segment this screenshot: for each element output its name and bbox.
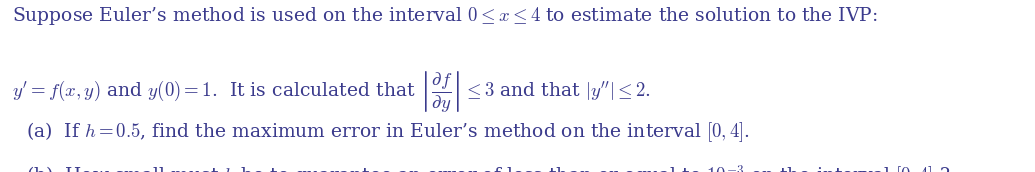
- Text: (a)  If $h = 0.5$, find the maximum error in Euler’s method on the interval $[0,: (a) If $h = 0.5$, find the maximum error…: [26, 120, 750, 144]
- Text: Suppose Euler’s method is used on the interval $0 \leq x \leq 4$ to estimate the: Suppose Euler’s method is used on the in…: [12, 5, 879, 27]
- Text: (b)  How small must $h$ be to guarantee an error of less than or equal to $10^{-: (b) How small must $h$ be to guarantee a…: [26, 163, 950, 172]
- Text: $y' = f(x, y)$ and $y(0) = 1$.  It is calculated that $\left|\dfrac{\partial f}{: $y' = f(x, y)$ and $y(0) = 1$. It is cal…: [12, 69, 651, 114]
